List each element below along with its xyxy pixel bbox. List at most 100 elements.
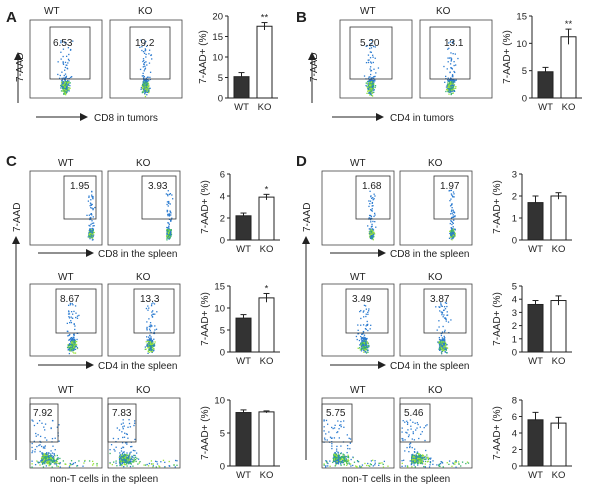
x-category-label: WT <box>538 102 553 113</box>
event-dot <box>324 466 327 468</box>
event-dot <box>65 55 68 57</box>
event-dot <box>333 455 336 458</box>
event-dot <box>450 217 453 219</box>
event-dot <box>402 439 404 442</box>
event-dot <box>141 75 144 77</box>
event-dot <box>370 236 372 238</box>
event-dot <box>440 303 442 306</box>
event-dot <box>365 338 367 340</box>
event-dot <box>371 94 373 97</box>
event-dot <box>142 87 144 89</box>
event-dot <box>418 462 420 464</box>
event-dot <box>448 190 450 192</box>
event-dot <box>151 351 153 354</box>
event-dot <box>149 326 152 328</box>
event-dot <box>31 451 33 454</box>
event-dot <box>170 229 172 231</box>
event-dot <box>341 457 343 459</box>
y-tick-label: 4 <box>512 429 517 440</box>
event-dot <box>144 65 146 67</box>
event-dot <box>142 83 144 85</box>
event-dot <box>59 74 61 77</box>
event-dot <box>70 339 73 342</box>
event-dot <box>70 76 72 79</box>
event-dot <box>49 463 51 465</box>
gate-value: 1.97 <box>440 181 460 192</box>
gate-value: 3.93 <box>148 181 168 192</box>
event-dot <box>416 452 418 454</box>
event-dot <box>454 87 457 89</box>
event-dot <box>362 324 365 326</box>
event-dot <box>345 459 347 461</box>
event-dot <box>413 464 415 466</box>
event-dot <box>342 461 344 464</box>
event-dot <box>112 437 115 440</box>
event-dot <box>68 348 71 350</box>
gate-value: 6.53 <box>53 38 73 49</box>
event-dot <box>367 313 369 316</box>
significance-marker: ** <box>565 19 573 30</box>
event-dot <box>91 227 94 230</box>
event-dot <box>335 454 338 456</box>
event-dot <box>87 234 90 236</box>
event-dot <box>143 88 145 91</box>
event-dot <box>374 462 376 464</box>
y-tick-label: 2 <box>220 214 225 225</box>
event-dot <box>119 458 121 460</box>
event-dot <box>447 61 449 63</box>
event-dot <box>118 461 121 463</box>
event-dot <box>58 463 61 465</box>
event-dot <box>333 427 336 429</box>
event-dot <box>145 84 147 86</box>
event-dot <box>372 459 374 461</box>
event-dot <box>452 227 454 230</box>
event-dot <box>419 460 421 462</box>
event-dot <box>369 88 371 90</box>
event-dot <box>365 342 367 345</box>
event-dot <box>345 461 348 464</box>
event-dot <box>44 454 46 456</box>
event-dot <box>126 461 129 463</box>
event-dot <box>347 456 350 459</box>
event-dot <box>327 462 329 465</box>
event-dot <box>149 342 151 344</box>
event-dot <box>356 460 359 462</box>
event-dot <box>144 86 146 88</box>
event-dot <box>410 425 412 427</box>
event-dot <box>36 445 38 448</box>
event-dot <box>451 83 453 86</box>
event-dot <box>127 437 129 439</box>
event-dot <box>416 461 418 463</box>
event-dot <box>451 75 453 77</box>
event-dot <box>409 460 411 462</box>
event-dot <box>39 464 41 466</box>
event-dot <box>68 344 70 347</box>
event-dot <box>167 233 169 235</box>
event-dot <box>367 82 369 85</box>
event-dot <box>142 58 145 60</box>
event-dot <box>423 456 425 458</box>
event-dot <box>452 40 454 43</box>
event-dot <box>371 229 373 231</box>
event-dot <box>150 325 153 327</box>
event-dot <box>366 85 368 88</box>
event-dot <box>151 314 153 316</box>
event-dot <box>57 457 59 459</box>
event-dot <box>150 341 153 343</box>
event-dot <box>72 349 74 351</box>
event-dot <box>124 456 126 459</box>
event-dot <box>154 313 156 315</box>
event-dot <box>451 223 453 226</box>
event-dot <box>66 91 68 93</box>
event-dot <box>360 342 362 345</box>
event-dot <box>370 93 372 96</box>
event-dot <box>68 317 71 319</box>
event-dot <box>168 213 170 215</box>
event-dot <box>449 84 452 87</box>
event-dot <box>449 200 451 202</box>
event-dot <box>143 79 146 82</box>
gate-box <box>433 175 469 220</box>
event-dot <box>366 464 368 467</box>
